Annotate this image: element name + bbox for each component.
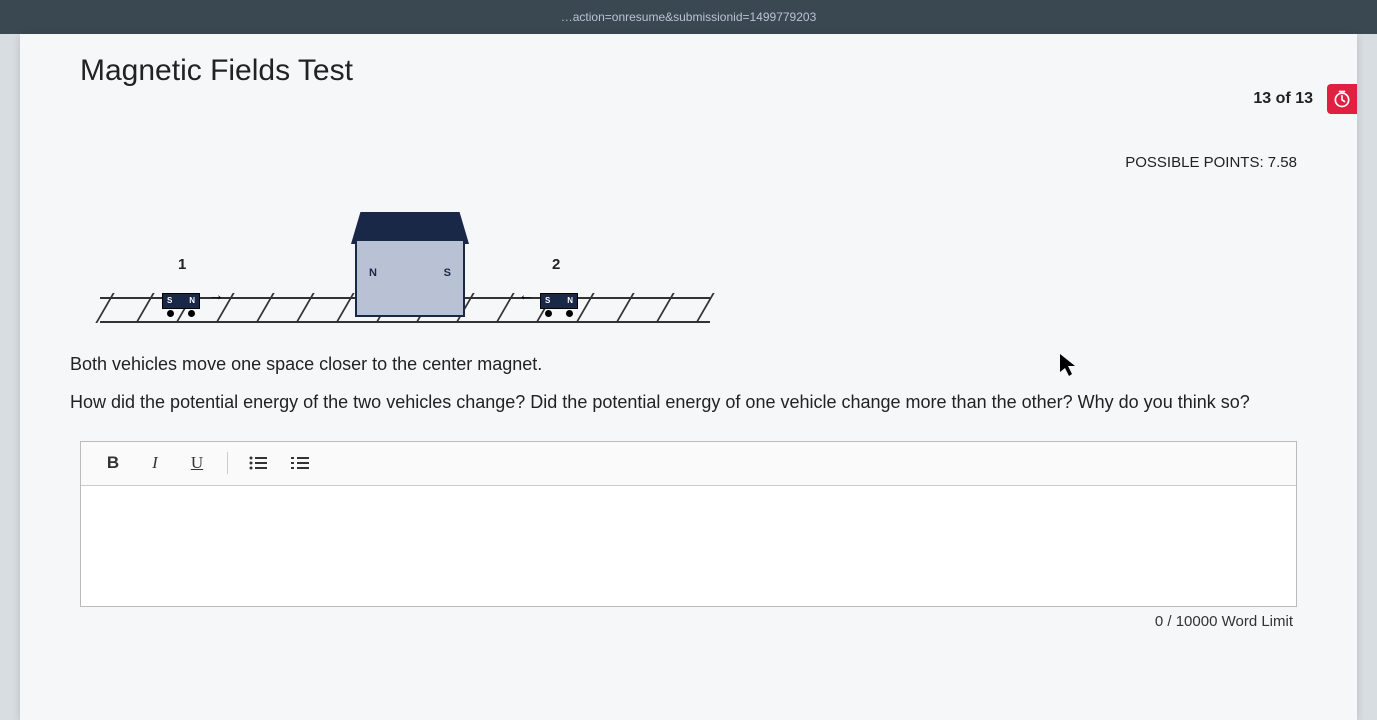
magnet-body: N S bbox=[355, 239, 465, 317]
underline-button[interactable]: U bbox=[179, 448, 215, 478]
vehicle-1-label: 1 bbox=[178, 256, 186, 273]
toolbar-separator bbox=[227, 452, 228, 474]
page-content: Magnetic Fields Test 13 of 13 POSSIBLE P… bbox=[20, 34, 1357, 720]
question-diagram: N S 1 2 S N S N → ← bbox=[100, 191, 740, 331]
bold-button[interactable]: B bbox=[95, 448, 131, 478]
magnet-pole-n: N bbox=[369, 267, 377, 279]
url-text: …action=onresume&submissionid=1499779203 bbox=[561, 10, 817, 24]
possible-points: POSSIBLE POINTS: 7.58 bbox=[80, 154, 1297, 171]
timer-button[interactable] bbox=[1327, 84, 1357, 114]
bullet-list-icon bbox=[249, 456, 267, 470]
url-bar: …action=onresume&submissionid=1499779203 bbox=[0, 0, 1377, 34]
vehicle-2-n: N bbox=[567, 296, 573, 305]
bullet-list-button[interactable] bbox=[240, 448, 276, 478]
answer-editor: B I U bbox=[80, 441, 1297, 607]
italic-button[interactable]: I bbox=[137, 448, 173, 478]
progress-area: 13 of 13 bbox=[1253, 84, 1297, 114]
vehicle-1-s: S bbox=[167, 296, 172, 305]
numbered-list-icon bbox=[291, 456, 309, 470]
question-line-1: Both vehicles move one space closer to t… bbox=[70, 351, 1297, 379]
numbered-list-button[interactable] bbox=[282, 448, 318, 478]
word-limit: 0 / 10000 Word Limit bbox=[80, 607, 1297, 630]
vehicle-1-n: N bbox=[189, 296, 195, 305]
word-count: 0 bbox=[1155, 613, 1163, 630]
vehicle-2-s: S bbox=[545, 296, 550, 305]
answer-textarea[interactable] bbox=[81, 486, 1296, 606]
clock-icon bbox=[1332, 89, 1352, 109]
word-max: 10000 bbox=[1176, 613, 1218, 630]
magnet-pole-s: S bbox=[444, 267, 451, 279]
title-row: Magnetic Fields Test 13 of 13 bbox=[80, 54, 1297, 114]
word-limit-label: Word Limit bbox=[1222, 613, 1293, 630]
arrow-right-icon: → bbox=[208, 287, 224, 305]
question-text: Both vehicles move one space closer to t… bbox=[70, 351, 1297, 417]
center-magnet: N S bbox=[355, 212, 465, 317]
arrow-left-icon: ← bbox=[518, 287, 534, 305]
vehicle-2: S N bbox=[540, 293, 578, 313]
progress-text: 13 of 13 bbox=[1253, 90, 1313, 108]
question-line-2: How did the potential energy of the two … bbox=[70, 389, 1297, 417]
vehicle-2-label: 2 bbox=[552, 256, 560, 273]
editor-toolbar: B I U bbox=[81, 442, 1296, 486]
test-title: Magnetic Fields Test bbox=[80, 54, 353, 88]
vehicle-1: S N bbox=[162, 293, 200, 313]
